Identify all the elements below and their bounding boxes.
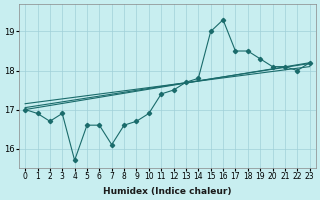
X-axis label: Humidex (Indice chaleur): Humidex (Indice chaleur) (103, 187, 232, 196)
